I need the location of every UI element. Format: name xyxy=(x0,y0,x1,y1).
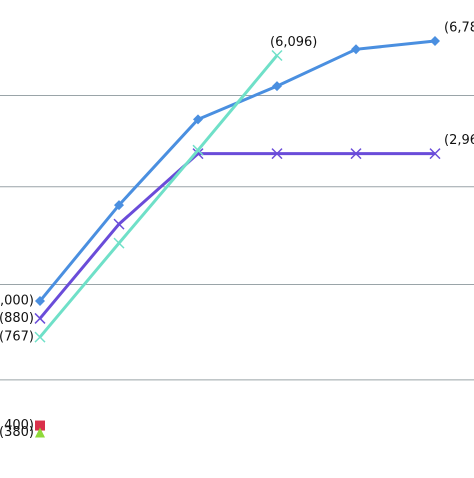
marker xyxy=(192,144,204,156)
series-line xyxy=(38,39,436,303)
marker xyxy=(351,44,361,55)
data-label: ,000) xyxy=(0,294,34,309)
marker xyxy=(271,49,283,62)
data-label: (6,78 xyxy=(444,21,474,36)
data-label: (880) xyxy=(0,311,34,326)
marker xyxy=(34,312,46,324)
data-label: (380) xyxy=(0,425,34,440)
series-line xyxy=(38,54,279,339)
data-label: (767) xyxy=(0,330,34,345)
data-label: (2,96 xyxy=(444,133,474,148)
marker xyxy=(429,148,441,160)
marker xyxy=(113,218,125,230)
marker xyxy=(192,148,204,160)
marker xyxy=(430,36,440,47)
series-line xyxy=(38,152,435,320)
marker xyxy=(114,200,124,211)
marker xyxy=(35,427,45,438)
marker xyxy=(35,420,45,431)
data-label: 400) xyxy=(4,418,34,433)
marker xyxy=(350,148,362,160)
data-label: (6,096) xyxy=(270,35,317,50)
marker xyxy=(271,148,283,160)
marker xyxy=(35,296,45,307)
marker xyxy=(193,114,203,125)
marker xyxy=(34,331,46,343)
marker xyxy=(272,81,282,92)
marker xyxy=(113,237,125,249)
